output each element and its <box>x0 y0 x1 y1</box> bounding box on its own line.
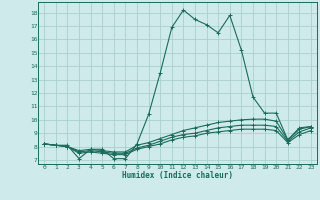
X-axis label: Humidex (Indice chaleur): Humidex (Indice chaleur) <box>122 171 233 180</box>
